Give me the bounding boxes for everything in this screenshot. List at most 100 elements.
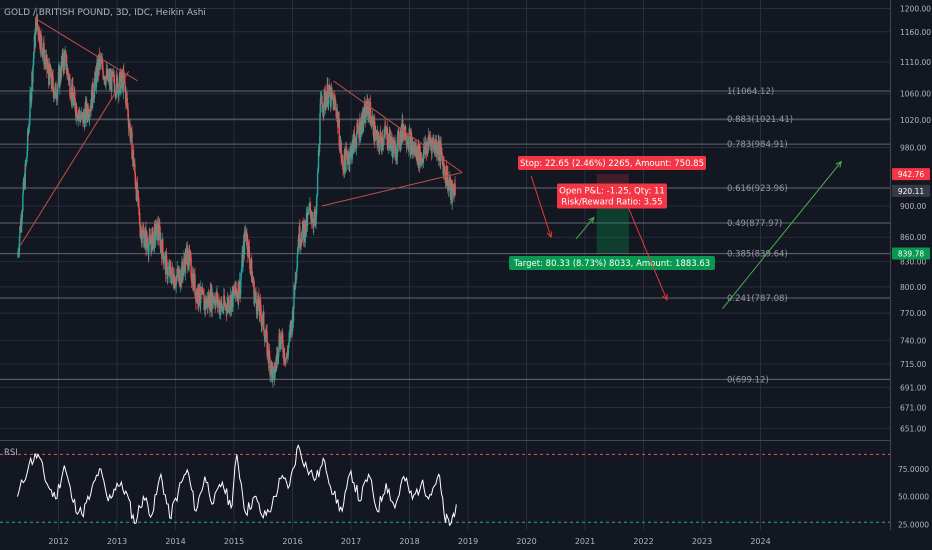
price-axis-label: 651.00 <box>900 424 926 433</box>
candle-body <box>79 117 82 122</box>
candle-body <box>363 107 365 119</box>
candle-body <box>176 275 178 278</box>
candle-body <box>152 237 154 250</box>
candle-body <box>387 145 389 147</box>
candle-body <box>99 56 101 68</box>
price-axis[interactable]: 1200.00 1160.00 1110.00 1060.00 1020.00 980.0… <box>892 5 931 530</box>
candle-body <box>127 108 129 120</box>
target-label-bg <box>509 256 715 270</box>
candle-body <box>339 144 341 151</box>
trend-line <box>20 71 130 246</box>
candle-body <box>379 131 382 138</box>
candle-body <box>272 367 274 381</box>
candle-body <box>212 292 214 301</box>
candle-body <box>186 247 188 250</box>
candle-body <box>93 83 96 98</box>
candle-body <box>113 83 116 93</box>
candle-body <box>357 124 359 131</box>
candle-body <box>46 68 49 70</box>
candle-body <box>313 218 315 228</box>
candle-body <box>134 163 136 174</box>
candle-body <box>277 357 279 361</box>
candle-body <box>349 158 351 165</box>
candle-body <box>65 53 67 56</box>
candle-body <box>248 245 251 259</box>
candle-body <box>162 239 164 253</box>
candle-body <box>155 223 158 235</box>
target-label-text: Target: 80.33 (8.73%) 8033, Amount: 1883… <box>513 259 710 269</box>
candle-body <box>21 210 24 218</box>
candle-body <box>178 269 181 286</box>
candle-body <box>101 60 104 70</box>
candle-body <box>360 123 362 135</box>
candle-body <box>120 80 122 93</box>
price-tag-bg <box>892 247 930 260</box>
candle-body <box>315 197 318 215</box>
candle-body <box>395 158 397 161</box>
candle-body <box>64 53 66 67</box>
candle-body <box>221 303 223 311</box>
candle-body <box>374 121 376 141</box>
candle-body <box>56 98 58 100</box>
candle-body <box>181 261 183 283</box>
candle-body <box>238 282 240 300</box>
candle-body <box>354 140 357 147</box>
candle-body <box>205 302 208 308</box>
candle-body <box>450 185 452 197</box>
candle-body <box>404 125 407 140</box>
price-axis-label: 770.00 <box>900 309 926 318</box>
candle-body <box>88 111 91 119</box>
candle-body <box>302 220 304 227</box>
fib-level-label: 0.616(923.96) <box>727 184 788 194</box>
candle-body <box>253 281 255 305</box>
candle-body <box>276 354 278 364</box>
candle-body <box>200 286 202 303</box>
short-position-tool[interactable]: Stop: 22.65 (2.46%) 2265, Amount: 750.85… <box>509 156 715 270</box>
candle-body <box>126 106 129 109</box>
candle-body <box>408 133 410 150</box>
candle-body <box>245 230 247 237</box>
candle-body <box>54 86 56 95</box>
candle-body <box>262 313 264 323</box>
candle-body <box>359 120 361 139</box>
candle-body <box>274 363 276 374</box>
candle-body <box>32 58 35 66</box>
candle-body <box>321 104 324 113</box>
candle-body <box>162 252 164 264</box>
candle-body <box>278 334 281 344</box>
candle-body <box>316 195 318 198</box>
candle-body <box>165 255 168 261</box>
candle-body <box>174 276 176 288</box>
candle-body <box>50 68 52 84</box>
time-axis-label: 2024 <box>750 537 770 546</box>
price-axis-label: 1020.00 <box>900 116 931 125</box>
candle-body <box>132 150 135 166</box>
stop-label-bg <box>518 156 706 170</box>
time-axis[interactable]: 2012 2013 2014 2015 2016 2017 2018 2019 2020 2021… <box>48 537 770 546</box>
candle-body <box>189 255 192 258</box>
candle-body <box>67 68 69 76</box>
trend-line <box>321 172 463 207</box>
rsi-axis-label: 75.0000 <box>898 465 929 474</box>
candle-body <box>333 97 336 99</box>
candle-body <box>74 99 76 112</box>
candle-body <box>248 241 250 246</box>
pnl-label-text: Open P&L: -1.25, Qty: 11 <box>559 187 665 197</box>
candle-body <box>59 69 62 79</box>
price-axis-label: 740.00 <box>900 336 926 345</box>
price-tag-bg <box>892 184 930 197</box>
candle-body <box>265 329 267 337</box>
candle-body <box>261 322 263 326</box>
candle-body <box>438 146 440 159</box>
candle-body <box>179 285 181 287</box>
candle-body <box>452 189 455 195</box>
candle-body <box>239 279 242 295</box>
candle-body <box>157 222 160 236</box>
candle-body <box>70 98 72 100</box>
candle-body <box>131 131 133 160</box>
fib-level-label: 0.241(787.08) <box>727 294 788 304</box>
candle-body <box>105 75 107 85</box>
candle-body <box>124 84 126 90</box>
candle-body <box>233 290 236 296</box>
